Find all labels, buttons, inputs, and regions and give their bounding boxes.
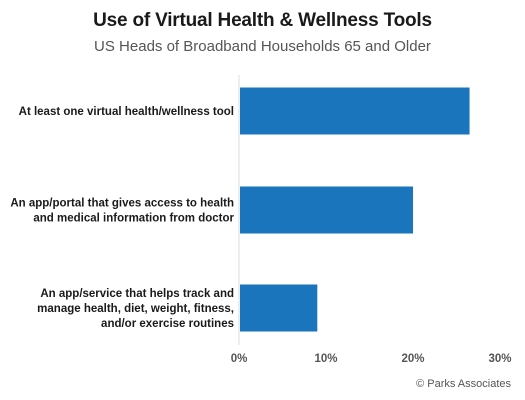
copyright-notice: © Parks Associates (416, 378, 511, 390)
x-axis-ticks: 0% 10% 20% 30% (231, 353, 512, 365)
category-labels: At least one virtual health/wellness too… (10, 106, 234, 330)
category-label-2: and medical information from doctor (33, 213, 234, 225)
x-tick-label: 20% (401, 353, 424, 365)
x-tick-label: 30% (488, 353, 511, 365)
bars-layer (240, 87, 470, 332)
category-label-2: An app/portal that gives access to healt… (10, 198, 234, 210)
x-tick-label: 0% (231, 353, 248, 365)
bar-3 (240, 284, 318, 332)
chart-title: Use of Virtual Health & Wellness Tools (93, 10, 432, 31)
x-tick-label: 10% (314, 353, 337, 365)
bar-1 (240, 87, 470, 135)
category-label-1: At least one virtual health/wellness too… (19, 106, 234, 118)
bar-2 (240, 186, 413, 234)
chart-subtitle: US Heads of Broadband Households 65 and … (94, 38, 431, 55)
category-label-3: manage health, diet, weight, fitness, (37, 303, 234, 315)
category-label-3: and/or exercise routines (101, 318, 234, 330)
category-label-3: An app/service that helps track and (40, 288, 234, 300)
